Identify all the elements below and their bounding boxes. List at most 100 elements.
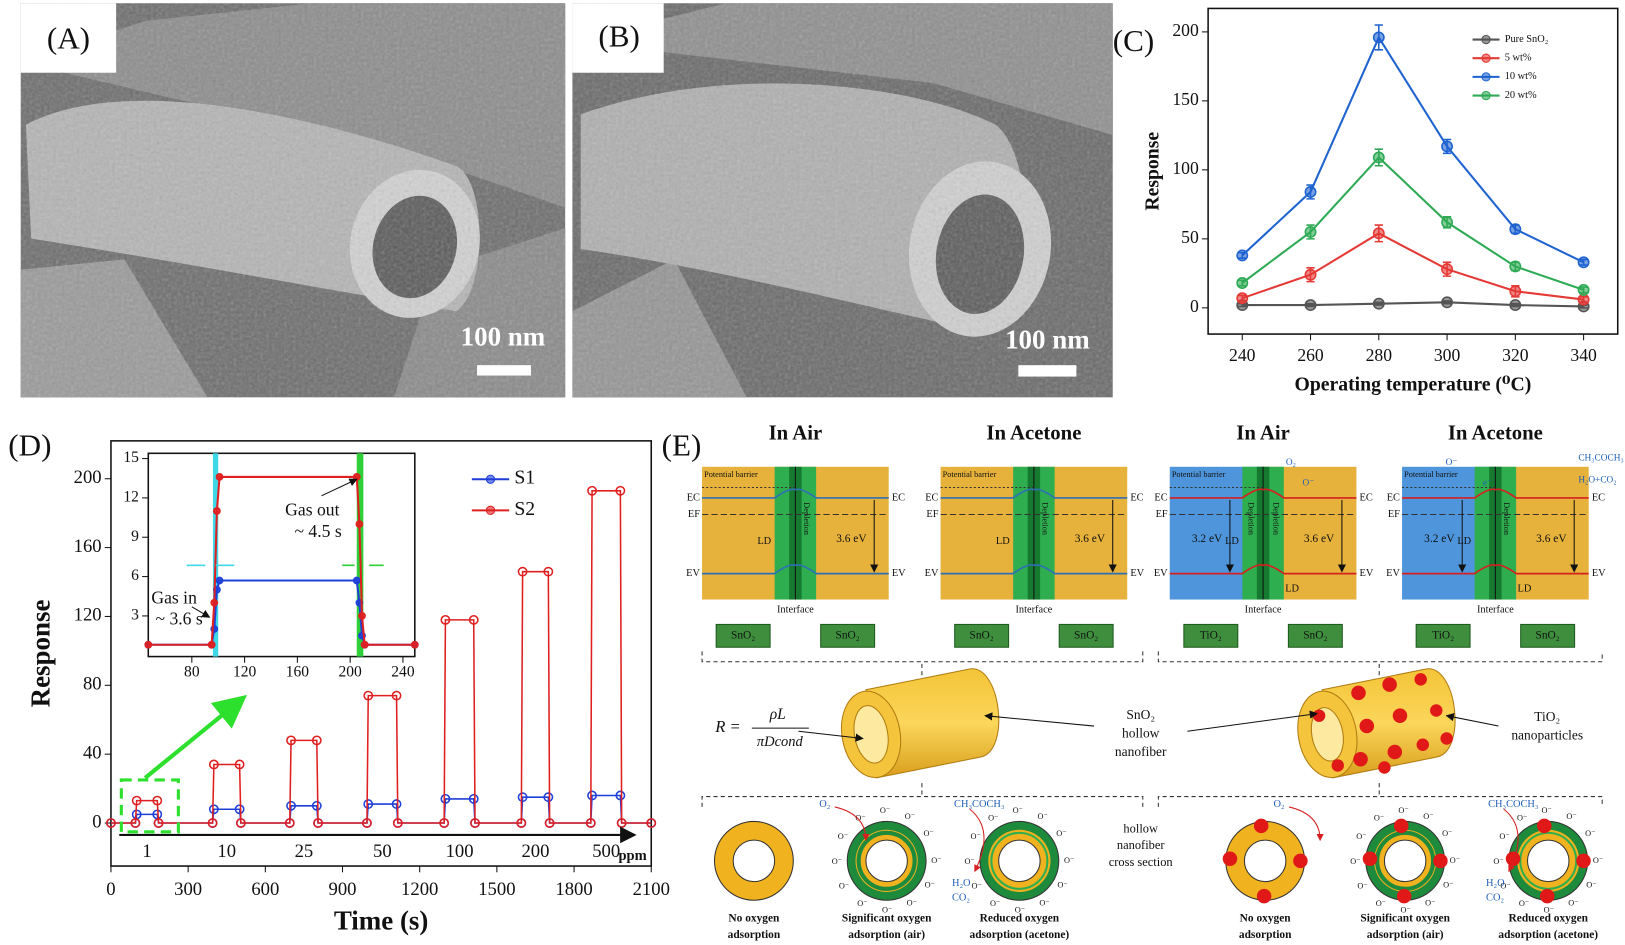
marker xyxy=(363,799,374,810)
scale-bar-label: 100 nm xyxy=(1005,325,1090,355)
chart-inset: 80 120 160 200 240 3 6 9 12 15 Gas in~ 3.6 s Gas ou… xyxy=(123,449,419,681)
marker xyxy=(1577,283,1590,296)
series-line xyxy=(148,475,415,646)
y-tick-label: 200 xyxy=(74,467,102,488)
level-label: EV xyxy=(686,568,700,579)
marker xyxy=(544,818,555,828)
y-tick-label: 200 xyxy=(1172,20,1199,40)
o-minus: O⁻ xyxy=(964,857,974,866)
level-label: EV xyxy=(925,568,939,579)
nanoparticle xyxy=(1505,851,1521,867)
level-label: EC xyxy=(1130,492,1143,503)
marker xyxy=(1236,277,1249,289)
species-label: O₂ xyxy=(1273,799,1284,810)
marker xyxy=(235,818,246,828)
caption: No oxygen xyxy=(728,913,780,925)
nanoparticle xyxy=(1362,851,1378,867)
y-tick-label: 15 xyxy=(123,449,139,466)
material-label: TiO₂ xyxy=(1200,629,1222,641)
brackets xyxy=(701,651,1603,807)
x-tick-label: 1200 xyxy=(401,879,438,900)
x-tick-label: 2100 xyxy=(633,879,670,900)
level-label: EV xyxy=(1386,568,1400,579)
marker xyxy=(360,640,369,649)
marker xyxy=(130,818,141,828)
legend-label: 20 wt% xyxy=(1505,90,1537,101)
panel-label: (E) xyxy=(662,427,702,462)
marker xyxy=(1577,293,1590,306)
level-label: EF xyxy=(1156,509,1168,520)
marker xyxy=(1236,249,1249,262)
depletion-label: Depletion xyxy=(1040,502,1049,536)
fiber-label: SnO₂ xyxy=(1126,707,1155,722)
inset-annotation: ~ 4.5 s xyxy=(295,521,342,541)
gap-label: 3.2 eV xyxy=(1424,533,1455,545)
o-minus: O⁻ xyxy=(1015,906,1025,915)
series-line xyxy=(1242,301,1584,308)
species-label: O⁻ xyxy=(1446,458,1458,468)
legend-marker xyxy=(485,505,496,516)
depletion-label: Depletion xyxy=(1502,502,1511,536)
x-tick-label: 280 xyxy=(1366,345,1393,365)
species-label: CH₃COCH₃ xyxy=(954,799,1005,810)
o-minus: O⁻ xyxy=(988,813,998,822)
concentration-label: 50 xyxy=(373,841,392,862)
interface-label: Interface xyxy=(777,604,814,615)
o-minus: O⁻ xyxy=(907,899,917,908)
x-tick-label: 80 xyxy=(184,664,200,681)
cross-section-label: cross section xyxy=(1109,855,1174,869)
ring-hole xyxy=(865,839,908,883)
level-label: EV xyxy=(1592,568,1606,579)
x-tick-label: 260 xyxy=(1297,345,1324,365)
material-label: SnO₂ xyxy=(1074,629,1098,641)
o-minus: O⁻ xyxy=(924,829,934,838)
marker xyxy=(517,566,528,577)
marker xyxy=(470,818,480,828)
formula-numerator: ρL xyxy=(769,706,786,723)
material-box xyxy=(1183,623,1239,648)
o-minus: O⁻ xyxy=(990,899,1000,908)
cross-sections: No oxygen adsorption O⁻ O⁻ O⁻ O⁻ O⁻ O⁻ O⁻ O⁻ O⁻ O⁻ O… xyxy=(713,799,1603,941)
o-minus: O⁻ xyxy=(1374,813,1384,822)
species-label: CH₃COCH₃ xyxy=(1488,799,1539,810)
species-label: H₂O xyxy=(952,878,971,889)
species-label: O₂ xyxy=(819,799,830,810)
material-label: TiO₂ xyxy=(1432,629,1454,641)
y-tick-label: 120 xyxy=(74,605,102,626)
ring-hole xyxy=(1243,839,1287,883)
marker xyxy=(439,818,450,828)
flow-arrow xyxy=(834,806,870,842)
caption: adsorption xyxy=(1239,929,1292,941)
x-tick-label: 120 xyxy=(233,664,257,681)
zoom-indicator xyxy=(119,694,248,834)
marker xyxy=(352,473,361,481)
flow-arrow xyxy=(969,808,985,873)
nanoparticle xyxy=(1293,853,1308,869)
x-tick-label: 320 xyxy=(1502,345,1529,365)
material-box xyxy=(820,623,876,648)
concentration-label: 1 xyxy=(142,841,151,862)
o-minus: O⁻ xyxy=(905,812,915,821)
marker xyxy=(1372,297,1385,310)
level-label: EC xyxy=(1387,492,1400,503)
legend-label: S1 xyxy=(514,467,535,489)
marker xyxy=(1441,263,1454,276)
material-box xyxy=(1520,623,1576,648)
marker xyxy=(391,690,402,701)
o-minus: O⁻ xyxy=(1442,829,1452,838)
plot-frame xyxy=(1207,7,1619,335)
marker xyxy=(1509,299,1522,312)
marker xyxy=(210,598,219,607)
x-tick-label: 240 xyxy=(391,664,415,681)
panel-label: (A) xyxy=(47,21,90,56)
gap-label: 3.6 eV xyxy=(836,533,867,545)
o-minus: O⁻ xyxy=(1376,899,1386,908)
o-minus: O⁻ xyxy=(1541,806,1551,815)
legend-label: Pure SnO₂ xyxy=(1505,34,1549,45)
panel-label: (C) xyxy=(1113,23,1154,58)
caption: Reduced oxygen xyxy=(1509,913,1589,925)
o-minus: O⁻ xyxy=(1450,856,1460,865)
marker xyxy=(587,485,597,496)
